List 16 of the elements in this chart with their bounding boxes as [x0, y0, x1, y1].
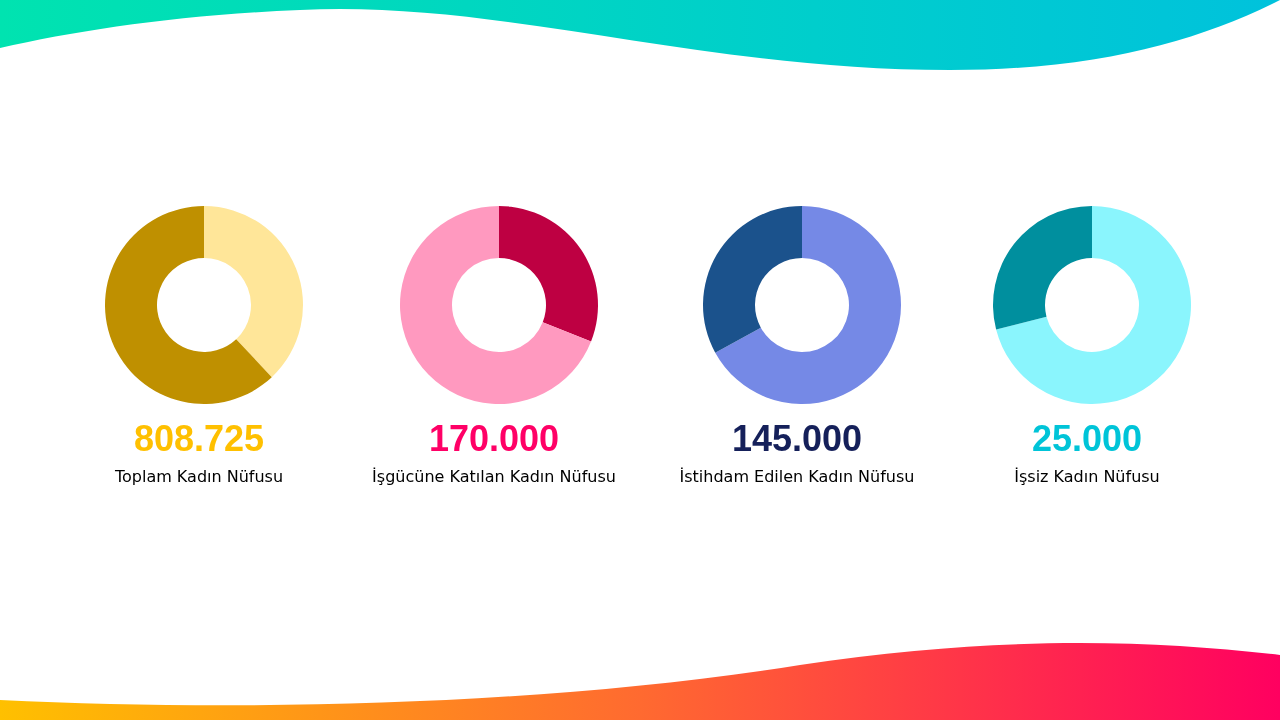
- donut-slice: [499, 206, 598, 342]
- donut-slice: [204, 206, 303, 378]
- text: İşgücüne Katılan Kadın Nüfusu: [371, 467, 617, 486]
- text: 808.725: [132, 418, 266, 460]
- donut-slice: [400, 206, 592, 404]
- text: 145.000: [730, 418, 864, 460]
- donut-slice: [105, 206, 272, 404]
- donut-slice: [993, 206, 1092, 330]
- text: İstihdam Edilen Kadın Nüfusu: [678, 467, 916, 486]
- text: Toplam Kadın Nüfusu: [113, 467, 285, 486]
- donut-slice: [715, 206, 901, 404]
- text: 170.000: [427, 418, 561, 460]
- donut-slice: [703, 206, 802, 353]
- donut-slice: [996, 206, 1191, 404]
- text: İşsiz Kadın Nüfusu: [1013, 467, 1161, 486]
- text: 25.000: [1030, 418, 1144, 460]
